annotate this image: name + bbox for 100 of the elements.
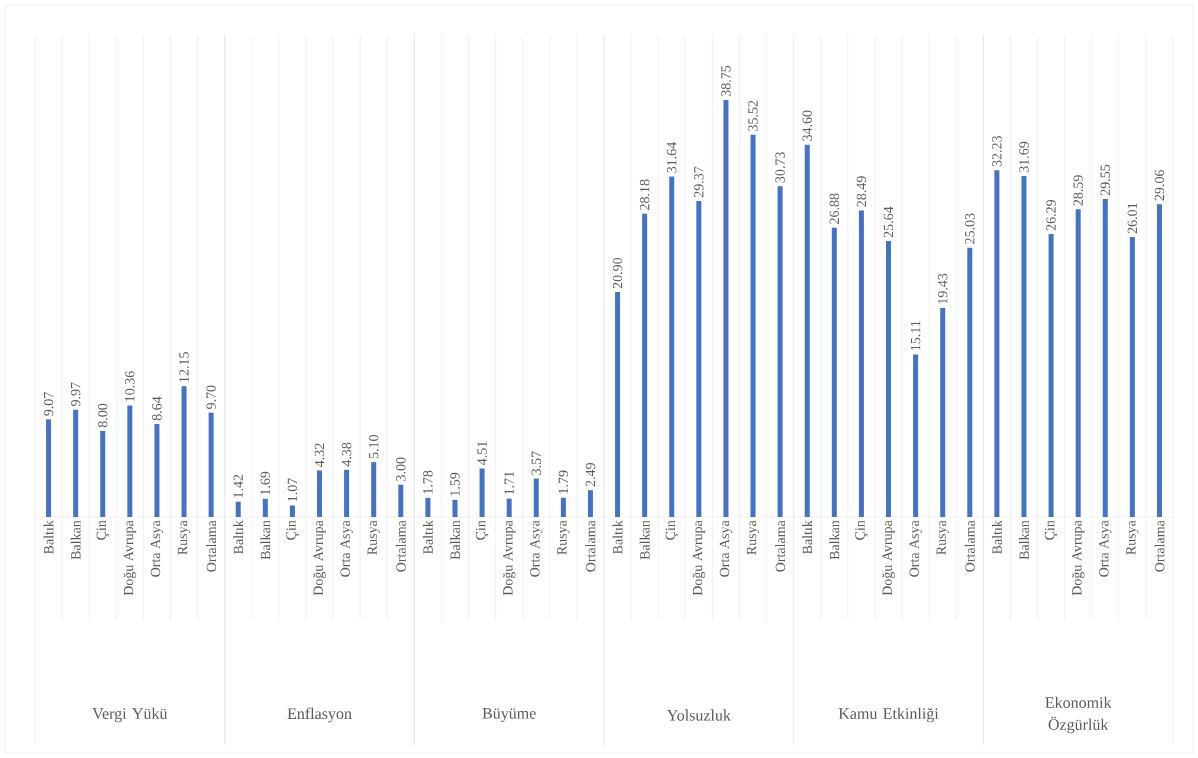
x-tick-label: Orta Asya [909, 520, 922, 577]
x-tick-label: Balkan [70, 520, 81, 560]
x-tick-label: Orta Asya [150, 520, 164, 577]
x-tick-label: Balkan [450, 520, 460, 560]
text: Vergi Yükü [92, 707, 168, 723]
bar [479, 468, 485, 517]
x-tick-label: Doğu Avrupa [692, 520, 706, 596]
bar [1129, 237, 1135, 517]
bar [289, 505, 295, 517]
x-tick-label: Rusya [1126, 520, 1139, 555]
bar [1075, 209, 1081, 517]
data-label: 35.52 [748, 100, 758, 131]
data-label: 31.69 [1019, 141, 1029, 173]
data-label: 20.90 [612, 257, 623, 289]
bar [615, 292, 621, 517]
bar [886, 241, 892, 517]
bar [208, 412, 214, 517]
data-label: 9.07 [43, 392, 54, 416]
text: Kamu Etkinliği [838, 707, 939, 723]
bar [344, 469, 350, 517]
x-tick-label: Baltık [422, 520, 433, 555]
x-tick-label: Rusya [177, 520, 191, 555]
x-tick-label: Çin [665, 520, 678, 540]
bar [235, 501, 241, 517]
x-tick-label: Orta Asya [719, 520, 733, 577]
bar [696, 200, 702, 517]
data-label: 31.64 [667, 142, 677, 173]
x-tick-label: Çin [96, 520, 109, 540]
x-tick-label: Doğu Avrupa [313, 520, 326, 596]
data-label: 2.49 [585, 463, 596, 487]
data-label: 1.59 [450, 472, 460, 496]
bar [913, 354, 919, 517]
data-label: 28.18 [639, 179, 650, 210]
text: Ekonomik Özgürlük [1045, 696, 1112, 734]
bar [262, 498, 268, 517]
bar [506, 498, 512, 517]
data-label: 1.07 [287, 478, 298, 502]
data-label: 26.88 [829, 193, 840, 224]
data-label: 15.11 [910, 321, 921, 350]
x-tick-label: Balkan [829, 520, 840, 560]
data-label: 1.79 [558, 470, 569, 494]
data-label: 19.43 [937, 273, 948, 304]
x-tick-label: Rusya [746, 520, 760, 555]
data-label: 8.00 [97, 403, 108, 428]
data-label: 9.70 [206, 385, 216, 409]
data-label: 25.64 [883, 206, 894, 238]
bar [777, 186, 783, 517]
x-tick-label: Doğu Avrupa [502, 520, 516, 596]
bar [642, 213, 648, 517]
data-label: 26.01 [1127, 203, 1138, 234]
data-label: 29.06 [1154, 169, 1165, 201]
bar [533, 478, 539, 517]
bar [73, 409, 79, 517]
data-label: 29.37 [694, 166, 704, 198]
data-label: 28.59 [1073, 175, 1083, 206]
data-label: 3.00 [396, 457, 406, 481]
x-tick-label: Çin [475, 520, 489, 540]
x-tick-label: Balkan [260, 520, 271, 560]
data-label: 1.69 [260, 471, 271, 495]
x-tick-label: Ortalama [395, 520, 406, 572]
x-tick-label: Balkan [639, 520, 650, 560]
bar [1021, 175, 1027, 517]
x-tick-label: Ortalama [775, 520, 786, 572]
data-label: 38.75 [721, 65, 731, 97]
bar [723, 100, 729, 517]
data-label: 12.15 [179, 352, 189, 382]
bar [398, 484, 404, 517]
x-tick-label: Orta Asya [340, 520, 353, 577]
bar [587, 490, 593, 517]
bar [317, 470, 323, 517]
x-tick-label: Baltık [233, 520, 244, 555]
data-label: 4.51 [477, 441, 487, 465]
bar [967, 247, 973, 517]
data-label: 8.64 [152, 396, 162, 421]
data-label: 32.23 [992, 136, 1002, 167]
data-label: 25.03 [965, 213, 975, 244]
data-label: 4.32 [314, 443, 325, 468]
x-tick-label: Orta Asya [1099, 520, 1112, 577]
data-label: 1.42 [233, 474, 243, 498]
bar [127, 405, 133, 517]
x-tick-label: Çin [855, 520, 868, 540]
text: Yolsuzluk [666, 709, 731, 721]
x-tick-label: Ortalama [585, 520, 596, 572]
x-tick-label: Orta Asya [530, 520, 543, 577]
x-tick-label: Rusya [936, 520, 949, 555]
bar [46, 419, 52, 517]
x-tick-label: Baltık [991, 520, 1002, 555]
text: Enflasyon [287, 707, 352, 723]
x-tick-label: Ortalama [964, 520, 975, 572]
x-tick-label: Rusya [557, 520, 570, 555]
bar [994, 170, 1000, 517]
data-label: 9.97 [70, 382, 81, 407]
data-label: 34.60 [802, 110, 812, 141]
x-tick-label: Baltık [802, 520, 813, 555]
x-tick-label: Doğu Avrupa [1071, 520, 1085, 596]
x-tick-label: Baltık [43, 520, 54, 555]
bar [154, 424, 160, 517]
data-label: 4.38 [341, 442, 352, 467]
x-tick-label: Baltık [612, 520, 623, 555]
data-label: 30.73 [775, 152, 785, 183]
